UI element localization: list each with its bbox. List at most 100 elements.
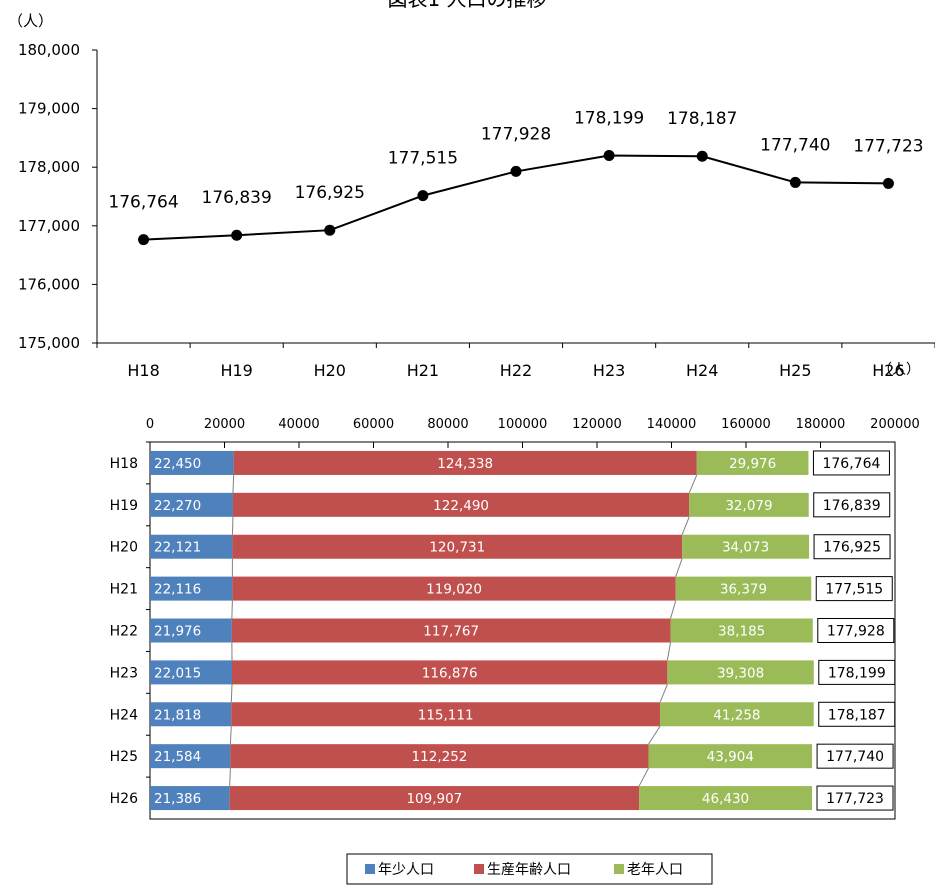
bar-chart: 0 20000 40000 60000 80000 100000 120000 140000 1…: [110, 417, 920, 820]
data-point: [324, 224, 336, 236]
data-point: [603, 150, 615, 162]
x-tick-label: H19: [220, 361, 252, 380]
series-connector: [688, 474, 698, 494]
y-tick-label: H21: [110, 582, 138, 598]
series-connector: [670, 600, 677, 619]
x-tick-label: H23: [593, 361, 625, 380]
data-label: 176,839: [202, 188, 272, 208]
total-box: [812, 450, 890, 476]
bar-segment: [150, 576, 233, 601]
bar-segment: [150, 702, 232, 727]
total-label: 177,515: [825, 582, 883, 598]
bar-label: 21,976: [154, 624, 201, 640]
data-label: 176,764: [108, 193, 178, 213]
bar-segment: [150, 618, 232, 643]
series-connector: [232, 474, 235, 493]
bar-label: 39,308: [717, 665, 764, 681]
legend-label: 生産年齢人口: [487, 862, 571, 878]
y-tick-label: H18: [110, 456, 138, 472]
x-tick-label: 40000: [278, 417, 319, 432]
bar-label: 22,015: [154, 665, 201, 681]
data-label: 177,723: [853, 136, 923, 156]
data-label: 178,199: [574, 109, 644, 129]
bar-label: 22,121: [154, 540, 201, 556]
bar-label: 21,818: [154, 707, 201, 723]
bar-x-unit: （人）: [878, 362, 920, 378]
bar-segment: [232, 534, 683, 559]
x-tick-label: 120000: [572, 417, 622, 432]
bar-label: 120,731: [429, 540, 485, 556]
series-connector: [229, 768, 231, 787]
total-box: [817, 618, 895, 643]
y-tick-label: 178,000: [18, 158, 80, 176]
bar-segment: [150, 492, 233, 517]
data-label: 177,740: [760, 135, 830, 155]
chart-title: 図表1 人口の推移: [387, 0, 546, 11]
bar-label: 38,185: [718, 624, 765, 640]
bar-label: 124,338: [437, 456, 493, 472]
total-box: [816, 785, 894, 811]
bar-label: 21,584: [154, 749, 201, 765]
x-tick-label: H18: [127, 361, 159, 380]
total-box: [815, 576, 893, 602]
bar-label: 115,111: [418, 707, 474, 723]
y-tick-label: H26: [110, 791, 138, 807]
bar-label: 29,976: [729, 456, 776, 472]
bar-segment: [648, 744, 813, 769]
bar-segment: [639, 786, 813, 811]
bar-label: 21,386: [154, 791, 201, 807]
bar-segment: [232, 576, 676, 601]
series-connector: [231, 600, 233, 619]
x-tick-label: 20000: [204, 417, 245, 432]
bar-label: 46,430: [702, 791, 749, 807]
y-tick-label: H22: [110, 624, 138, 640]
data-point: [138, 234, 150, 246]
total-label: 176,764: [822, 456, 880, 472]
bar-label: 41,258: [713, 707, 760, 723]
total-label: 177,723: [826, 791, 884, 807]
x-tick-label: H24: [686, 361, 718, 380]
x-tick-label: 180000: [796, 417, 846, 432]
total-box: [813, 534, 891, 560]
bar-segment: [232, 660, 668, 685]
bar-segment: [667, 660, 814, 685]
total-label: 178,187: [828, 707, 886, 723]
total-box: [813, 492, 891, 518]
data-point: [882, 177, 894, 189]
bar-segment: [689, 492, 809, 517]
x-tick-label: H20: [314, 361, 346, 380]
bar-segment: [231, 618, 671, 643]
total-box: [818, 701, 896, 727]
x-tick-label: 100000: [498, 417, 548, 432]
data-point: [789, 176, 801, 188]
total-label: 178,199: [828, 665, 886, 681]
bar-label: 36,379: [720, 582, 767, 598]
data-label: 178,187: [667, 109, 737, 129]
legend-label: 老年人口: [627, 862, 683, 878]
series-connector: [648, 726, 661, 745]
data-label: 177,928: [481, 124, 551, 144]
series-connector: [681, 516, 690, 535]
bar-segment: [670, 618, 813, 643]
bar-label: 119,020: [426, 582, 482, 598]
bar-label: 116,876: [422, 665, 478, 681]
bar-label: 34,073: [722, 540, 769, 556]
total-box: [816, 743, 894, 769]
bar-label: 117,767: [423, 624, 479, 640]
bar-segment: [682, 534, 810, 559]
x-tick-label: 0: [146, 417, 154, 432]
legend-swatch: [614, 864, 624, 874]
legend: 年少人口 生産年齢人口 老年人口: [346, 853, 713, 885]
series-connector: [231, 516, 234, 535]
bar-segment: [232, 492, 690, 517]
bar-label: 32,079: [725, 498, 772, 514]
bar-label: 122,490: [433, 498, 489, 514]
series-connector: [229, 726, 232, 745]
x-tick-label: 60000: [353, 417, 394, 432]
y-tick-label: H19: [110, 498, 138, 514]
series-connector: [666, 642, 672, 661]
x-tick-label: H22: [500, 361, 532, 380]
total-label: 177,740: [826, 749, 884, 765]
legend-box: [346, 853, 713, 885]
